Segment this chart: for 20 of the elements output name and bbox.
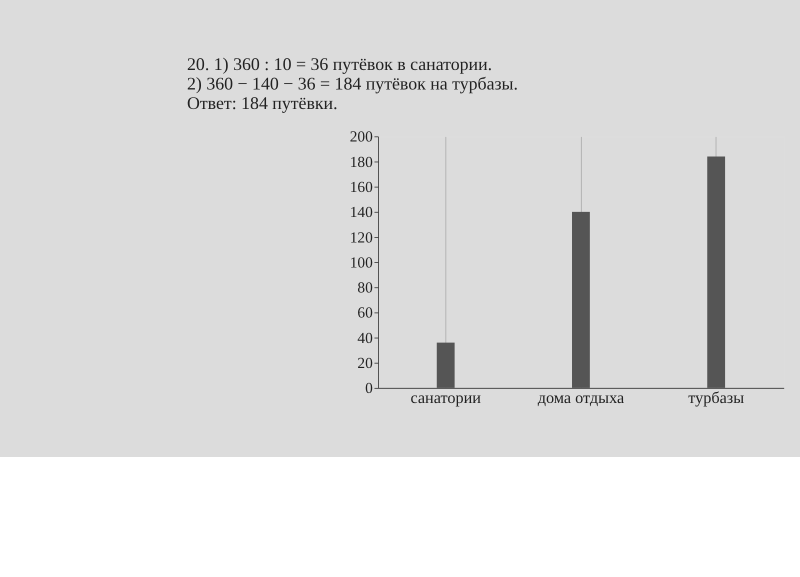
y-tick-label: 200 (350, 128, 374, 146)
y-tick-label: 140 (350, 204, 374, 222)
y-tick-label: 40 (357, 330, 374, 347)
y-tick-label: 180 (350, 154, 374, 171)
x-tick-label: санатории (410, 388, 482, 407)
y-tick-label: 60 (357, 304, 374, 322)
x-tick-label: турбазы (688, 388, 744, 407)
bar (572, 212, 590, 388)
text: 20. 1) 360 : 10 = 36 путёвок в санатории. (187, 54, 492, 74)
y-tick-label: 0 (365, 380, 374, 398)
y-tick-label: 120 (350, 229, 374, 246)
bar (707, 156, 726, 388)
y-tick-label: 160 (350, 178, 374, 196)
text: Ответ: 184 путёвки. (187, 92, 338, 113)
x-tick-label: дома отдыха (538, 388, 624, 407)
y-tick-label: 100 (350, 254, 374, 272)
y-tick-label: 80 (357, 280, 374, 297)
bar (436, 342, 455, 388)
y-tick-label: 20 (357, 355, 374, 372)
text: 2) 360 − 140 − 36 = 184 путёвок на турбазы. (187, 73, 518, 94)
